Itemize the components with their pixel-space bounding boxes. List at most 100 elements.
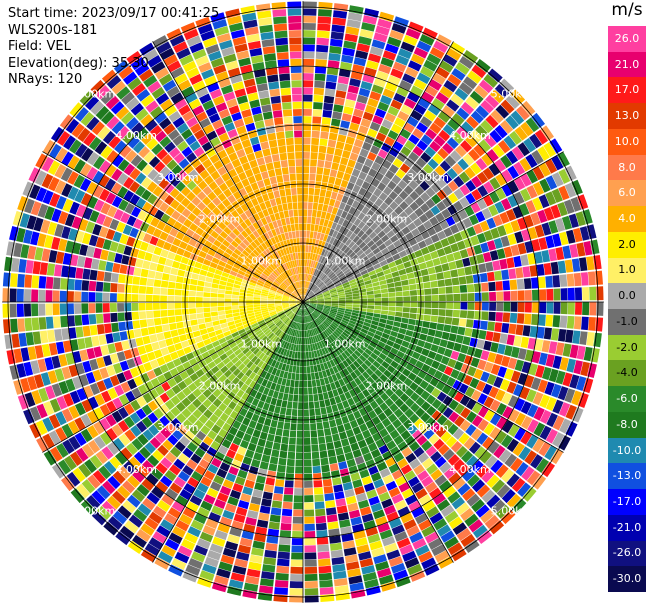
ppi-gate xyxy=(101,69,117,84)
ppi-gate xyxy=(164,411,176,422)
ppi-gate xyxy=(306,323,309,330)
ppi-gate xyxy=(195,368,205,378)
ppi-gate xyxy=(19,213,30,228)
ppi-gate xyxy=(37,358,47,373)
ppi-gate xyxy=(326,317,333,323)
ppi-gate xyxy=(209,481,222,492)
ppi-gate xyxy=(280,324,287,331)
ppi-gate xyxy=(290,268,294,276)
ppi-gate xyxy=(112,437,125,451)
ppi-gate xyxy=(232,483,244,493)
ppi-gate xyxy=(338,202,346,211)
ppi-gate xyxy=(394,206,404,216)
ppi-gate xyxy=(515,462,529,477)
ppi-gate xyxy=(487,352,497,363)
ppi-gate xyxy=(381,348,390,356)
ppi-gate xyxy=(399,544,414,556)
ppi-gate xyxy=(160,280,169,288)
ppi-gate xyxy=(278,66,290,74)
ppi-gate xyxy=(451,113,465,126)
ppi-gate xyxy=(253,327,261,333)
ppi-gate xyxy=(453,391,464,403)
ppi-gate xyxy=(513,384,524,397)
ppi-gate xyxy=(154,325,163,334)
ppi-gate xyxy=(331,296,339,299)
ppi-gate xyxy=(551,155,564,171)
ppi-gate xyxy=(325,328,332,335)
ppi-gate xyxy=(305,238,310,245)
ppi-gate xyxy=(92,470,107,484)
ppi-gate xyxy=(74,417,86,431)
ppi-gate xyxy=(338,461,348,470)
ppi-gate xyxy=(383,328,392,335)
ppi-gate xyxy=(142,201,153,213)
ppi-gate xyxy=(409,201,420,212)
ppi-gate xyxy=(191,185,202,196)
ppi-gate xyxy=(266,320,273,326)
ppi-gate xyxy=(321,226,327,234)
ppi-gate xyxy=(356,416,365,426)
ppi-gate xyxy=(82,360,92,373)
ppi-gate xyxy=(359,506,372,516)
ppi-gate xyxy=(154,385,165,396)
ppi-gate xyxy=(312,109,323,117)
ppi-gate xyxy=(314,501,325,510)
ppi-gate xyxy=(255,329,263,336)
ppi-gate xyxy=(218,284,226,290)
ppi-gate xyxy=(106,495,121,510)
ppi-gate xyxy=(316,422,324,430)
ppi-gate xyxy=(425,335,435,344)
ppi-gate xyxy=(141,132,154,145)
ppi-gate xyxy=(494,159,507,173)
ppi-gate xyxy=(515,105,530,121)
ppi-gate xyxy=(313,365,318,373)
ppi-gate xyxy=(363,276,371,282)
ppi-gate xyxy=(316,254,321,262)
ppi-gate xyxy=(510,219,521,233)
ppi-gate xyxy=(305,288,308,296)
ppi-gate xyxy=(288,444,296,452)
ppi-gate xyxy=(319,400,326,408)
ppi-gate xyxy=(334,148,343,157)
ppi-gate xyxy=(544,381,555,396)
ppi-gate xyxy=(303,259,305,267)
ppi-gate xyxy=(137,249,146,260)
ppi-gate xyxy=(329,419,337,428)
ppi-gate xyxy=(239,344,248,352)
ppi-gate xyxy=(138,302,146,311)
ppi-gate xyxy=(280,273,287,280)
ppi-gate xyxy=(434,330,443,339)
ppi-gate xyxy=(475,380,486,392)
ppi-gate xyxy=(423,281,431,289)
ppi-gate xyxy=(208,512,221,523)
ppi-gate xyxy=(153,317,162,326)
ppi-gate xyxy=(89,210,100,223)
ppi-gate xyxy=(587,363,597,379)
ppi-gate xyxy=(274,318,281,325)
ppi-gate xyxy=(210,136,221,147)
ppi-gate xyxy=(330,254,337,262)
ppi-gate xyxy=(303,402,309,410)
ppi-gate xyxy=(481,469,495,483)
ppi-gate xyxy=(349,175,358,184)
ppi-gate xyxy=(292,202,298,210)
ppi-gate xyxy=(242,433,252,443)
ppi-gate xyxy=(359,148,369,158)
ppi-gate xyxy=(167,288,175,296)
ppi-gate xyxy=(566,315,575,329)
ppi-gate xyxy=(69,139,82,154)
ppi-gate xyxy=(215,102,228,113)
ppi-gate xyxy=(288,365,293,373)
ppi-gate xyxy=(558,402,571,417)
ppi-gate xyxy=(188,308,197,314)
ppi-gate xyxy=(48,176,60,192)
ppi-gate xyxy=(389,248,399,256)
ppi-gate xyxy=(426,506,440,519)
ppi-gate xyxy=(303,58,315,66)
ppi-gate xyxy=(138,294,146,302)
ppi-gate xyxy=(365,334,373,341)
ppi-gate xyxy=(420,66,434,78)
ppi-gate xyxy=(401,226,411,236)
ppi-gate xyxy=(234,280,242,286)
ppi-gate xyxy=(325,500,336,509)
